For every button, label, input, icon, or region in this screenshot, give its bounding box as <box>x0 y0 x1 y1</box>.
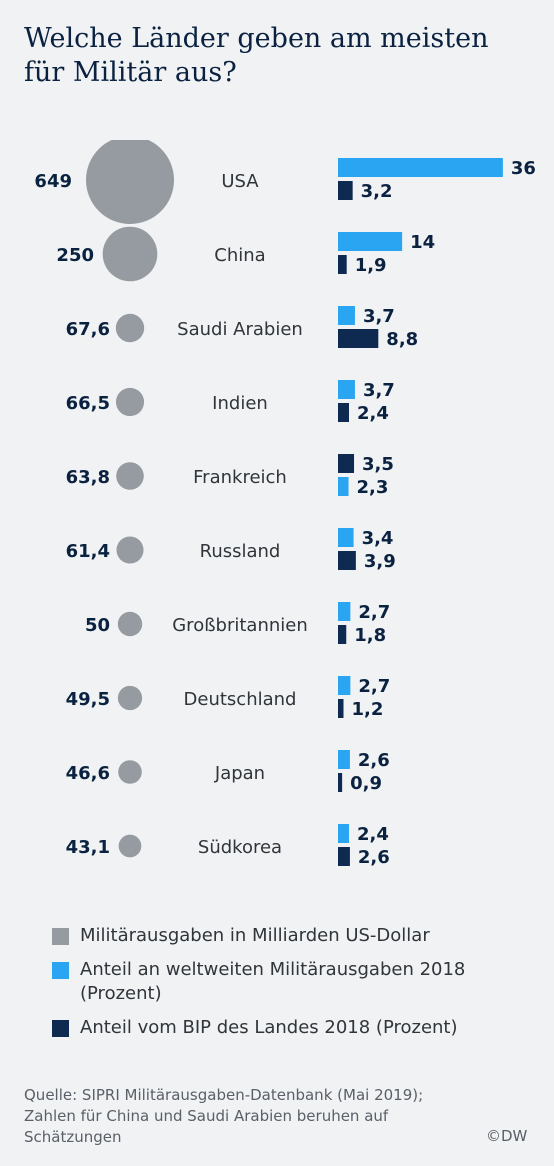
bubble-japan <box>118 760 142 784</box>
bar-gdp-japan <box>338 773 343 792</box>
spending-value-china: 250 <box>56 245 94 266</box>
country-label-usa: USA <box>221 171 259 192</box>
bar-label-world-deutschland: 2,7 <box>358 676 390 697</box>
bar-world-china <box>338 232 403 251</box>
spending-value-russland: 61,4 <box>66 541 110 562</box>
chart-title: Welche Länder geben am meisten für Milit… <box>24 23 489 88</box>
legend-swatch-world-share <box>52 962 69 979</box>
bar-label-gdp-suedkorea: 2,6 <box>358 847 390 868</box>
bar-label-gdp-japan: 0,9 <box>350 773 382 794</box>
country-label-grossbritannien: Großbritannien <box>172 615 308 636</box>
bar-label-gdp-grossbritannien: 1,8 <box>354 625 386 646</box>
country-label-russland: Russland <box>200 541 281 562</box>
bar-world-suedkorea <box>338 824 349 843</box>
bubble-usa <box>86 140 174 224</box>
country-label-indien: Indien <box>212 393 268 414</box>
bar-label-world-frankreich: 2,3 <box>357 477 389 498</box>
country-label-china: China <box>214 245 265 266</box>
legend-label-world-share: Anteil an weltweiten Militärausgaben 201… <box>80 959 466 1004</box>
bar-gdp-frankreich <box>338 454 355 473</box>
bar-gdp-china <box>338 255 347 274</box>
bar-label-gdp-frankreich: 3,5 <box>362 454 394 475</box>
spending-value-grossbritannien: 50 <box>85 615 110 636</box>
spending-value-usa: 649 <box>34 171 72 192</box>
spending-value-frankreich: 63,8 <box>66 467 110 488</box>
bar-gdp-indien <box>338 403 349 422</box>
bar-label-world-suedkorea: 2,4 <box>357 824 389 845</box>
spending-value-suedkorea: 43,1 <box>66 837 110 858</box>
bar-label-world-usa: 36 <box>511 158 536 179</box>
legend: Militärausgaben in Milliarden US-Dollar … <box>52 924 532 1050</box>
bubble-indien <box>115 387 145 417</box>
dw-logo: ©DW <box>486 1127 528 1145</box>
bar-label-gdp-china: 1,9 <box>355 255 387 276</box>
bubble-grossbritannien <box>117 611 143 637</box>
bar-gdp-grossbritannien <box>338 625 347 644</box>
bar-world-grossbritannien <box>338 602 351 621</box>
legend-item-gdp-share: Anteil vom BIP des Landes 2018 (Prozent) <box>52 1016 532 1040</box>
bar-world-frankreich <box>338 477 349 496</box>
country-label-frankreich: Frankreich <box>193 467 287 488</box>
bar-gdp-deutschland <box>338 699 344 718</box>
bar-label-gdp-indien: 2,4 <box>357 403 389 424</box>
bar-world-japan <box>338 750 350 769</box>
bubble-deutschland <box>117 685 143 711</box>
bar-gdp-usa <box>338 181 353 200</box>
bar-label-world-saudi-arabien: 3,7 <box>363 306 395 327</box>
source-note: Quelle: SIPRI Militärausgaben-Datenbank … <box>24 1086 424 1146</box>
bar-label-gdp-usa: 3,2 <box>361 181 393 202</box>
spending-value-japan: 46,6 <box>66 763 110 784</box>
bar-gdp-russland <box>338 551 356 570</box>
bar-world-deutschland <box>338 676 351 695</box>
bar-gdp-suedkorea <box>338 847 350 866</box>
country-label-saudi-arabien: Saudi Arabien <box>177 319 303 340</box>
legend-item-spending: Militärausgaben in Milliarden US-Dollar <box>52 924 532 948</box>
bar-world-usa <box>338 158 503 177</box>
country-label-deutschland: Deutschland <box>184 689 297 710</box>
bar-label-world-indien: 3,7 <box>363 380 395 401</box>
spending-value-deutschland: 49,5 <box>66 689 110 710</box>
bar-label-gdp-saudi-arabien: 8,8 <box>386 329 418 350</box>
chart-area: 649 USA 36 3,2 250 China 14 1,9 67,6 Saudi Arabie… <box>34 140 536 868</box>
bubble-suedkorea <box>118 834 142 858</box>
bar-label-gdp-russland: 3,9 <box>364 551 396 572</box>
bar-label-world-china: 14 <box>410 232 435 253</box>
legend-item-world-share: Anteil an weltweiten Militärausgaben 201… <box>52 958 532 1006</box>
bar-label-world-grossbritannien: 2,7 <box>358 602 390 623</box>
bubble-frankreich <box>116 462 144 490</box>
country-label-japan: Japan <box>214 763 265 784</box>
bubble-saudi-arabien <box>115 313 145 343</box>
spending-value-indien: 66,5 <box>66 393 110 414</box>
bar-label-world-japan: 2,6 <box>358 750 390 771</box>
bar-gdp-saudi-arabien <box>338 329 379 348</box>
bubble-russland <box>116 536 144 564</box>
legend-swatch-gdp-share <box>52 1020 69 1037</box>
legend-label-spending: Militärausgaben in Milliarden US-Dollar <box>80 925 430 946</box>
bubble-china <box>102 226 158 282</box>
bar-label-world-russland: 3,4 <box>362 528 394 549</box>
legend-swatch-spending <box>52 928 69 945</box>
bar-world-indien <box>338 380 355 399</box>
country-label-suedkorea: Südkorea <box>198 837 282 858</box>
bar-world-russland <box>338 528 354 547</box>
spending-value-saudi-arabien: 67,6 <box>66 319 110 340</box>
legend-label-gdp-share: Anteil vom BIP des Landes 2018 (Prozent) <box>80 1017 458 1038</box>
bar-world-saudi-arabien <box>338 306 355 325</box>
bar-label-gdp-deutschland: 1,2 <box>351 699 383 720</box>
